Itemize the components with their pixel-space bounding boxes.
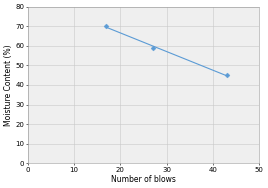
Y-axis label: Moisture Content (%): Moisture Content (%) bbox=[4, 44, 13, 126]
X-axis label: Number of blows: Number of blows bbox=[111, 175, 176, 184]
